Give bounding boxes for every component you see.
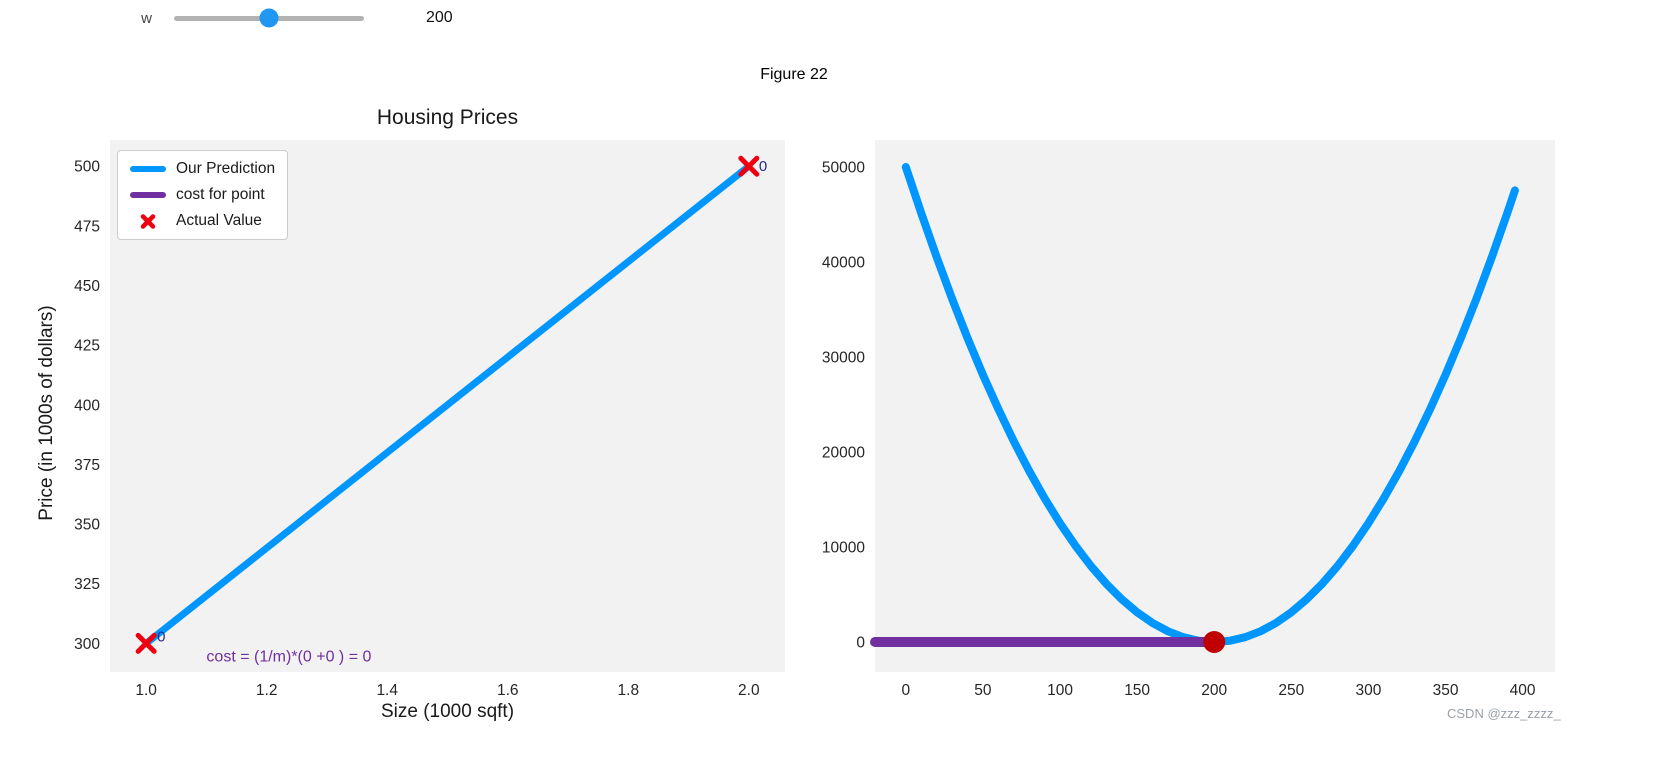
x-tick-label: 1.4 (376, 682, 398, 699)
y-tick-label: 475 (74, 218, 100, 235)
x-tick-label: 50 (974, 682, 992, 699)
legend-label: cost for point (176, 186, 265, 203)
y-tick-label: 50000 (822, 159, 865, 176)
w-slider[interactable] (174, 8, 364, 28)
chart-annotation: 0 (157, 628, 165, 645)
x-tick-label: 400 (1510, 682, 1536, 699)
legend-x-marker-icon (130, 213, 166, 229)
x-tick-label: 150 (1124, 682, 1150, 699)
left-chart-ylabel: Price (in 1000s of dollars) (36, 305, 57, 521)
x-tick-label: 1.6 (497, 682, 519, 699)
y-tick-label: 500 (74, 159, 100, 176)
y-tick-label: 20000 (822, 444, 865, 461)
y-tick-label: 325 (74, 576, 100, 593)
point-marker (1203, 630, 1226, 653)
legend-line-swatch-icon (130, 192, 166, 198)
y-tick-label: 350 (74, 517, 100, 534)
x-tick-label: 1.0 (135, 682, 157, 699)
x-tick-label: 1.8 (618, 682, 640, 699)
legend-label: Our Prediction (176, 160, 276, 177)
plot-area (875, 140, 1555, 672)
y-tick-label: 400 (74, 397, 100, 414)
chart-legend: Our Prediction cost for point Actual Value (117, 150, 289, 240)
x-tick-label: 1.2 (256, 682, 278, 699)
left-chart-title: Housing Prices (376, 106, 519, 129)
chart-annotation: cost = (1/m)*(0 +0 ) = 0 (206, 648, 371, 665)
w-slider-row: w 200 (130, 5, 453, 31)
x-tick-label: 250 (1278, 682, 1304, 699)
x-marker-icon (135, 632, 157, 654)
figure-caption: Figure 22 (760, 66, 828, 83)
watermark: CSDN @zzz_zzzz_ (1447, 706, 1561, 721)
left-chart-xlabel: Size (1000 sqft) (380, 701, 515, 722)
x-tick-label: 0 (902, 682, 911, 699)
y-tick-label: 40000 (822, 254, 865, 271)
y-tick-label: 450 (74, 278, 100, 295)
legend-row: Actual Value (130, 212, 275, 230)
legend-line-swatch-icon (130, 166, 166, 172)
slider-label: w (141, 9, 152, 27)
chart-annotation: 0 (759, 158, 767, 175)
x-tick-label: 350 (1433, 682, 1459, 699)
x-tick-label: 300 (1355, 682, 1381, 699)
legend-label: Actual Value (176, 212, 262, 229)
slider-thumb[interactable] (259, 8, 279, 28)
x-marker-icon (738, 155, 760, 177)
y-tick-label: 375 (74, 457, 100, 474)
y-tick-label: 0 (856, 634, 865, 651)
series-our-prediction (142, 162, 753, 647)
y-tick-label: 30000 (822, 349, 865, 366)
y-tick-label: 300 (74, 636, 100, 653)
slider-readout: 200 (426, 9, 453, 26)
y-tick-label: 10000 (822, 539, 865, 556)
x-tick-label: 200 (1201, 682, 1227, 699)
x-tick-label: 100 (1047, 682, 1073, 699)
legend-row: cost for point (130, 186, 275, 204)
legend-row: Our Prediction (130, 160, 275, 178)
x-tick-label: 2.0 (738, 682, 760, 699)
y-tick-label: 425 (74, 338, 100, 355)
